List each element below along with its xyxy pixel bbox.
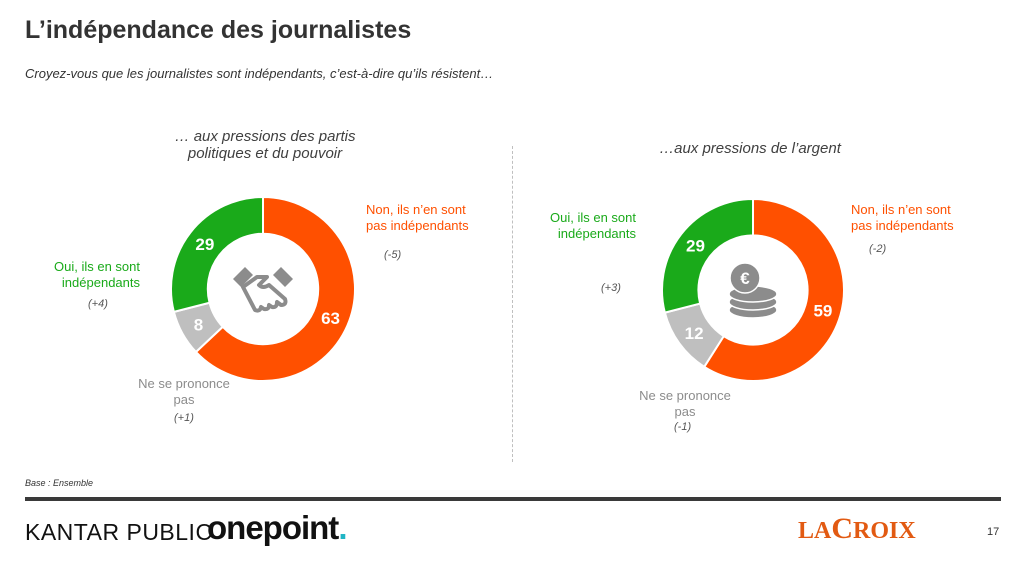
chart-2-slice-yes: [661, 198, 754, 314]
chart-1-value-no: 63: [321, 309, 340, 328]
chart-1-slice-yes: [170, 196, 264, 314]
onepoint-logo: onepoint.: [207, 509, 348, 547]
chart-1-slice-no: [194, 196, 356, 382]
footer-rule: [25, 497, 1001, 501]
chart-2-yes-label: Oui, ils en sont indépendants: [550, 210, 636, 241]
chart-2-donut: 59 12 29 €: [661, 198, 845, 382]
onepoint-logo-dot: .: [338, 509, 347, 546]
chart-2-value-na: 12: [685, 324, 704, 343]
chart-2-no-change: (-2): [869, 243, 887, 255]
chart-2-value-yes: 29: [686, 236, 705, 255]
euro-coins-icon: €: [728, 262, 778, 319]
chart-2-slice-no: [702, 198, 845, 382]
page-number: 17: [987, 526, 1000, 538]
chart-1-donut: 63 8 29: [170, 196, 356, 382]
chart-1-na-label: Ne se prononce pas: [138, 376, 230, 407]
chart-divider: [512, 146, 513, 462]
chart-1-title: … aux pressions des partis politiques et…: [174, 128, 356, 162]
onepoint-logo-text: onepoint: [207, 509, 339, 546]
chart-1-value-na: 8: [194, 315, 203, 334]
chart-1-no-label: Non, ils n’en sont pas indépendants: [366, 202, 469, 233]
la-croix-logo: LACROIX: [798, 512, 928, 551]
chart-2-title: …aux pressions de l’argent: [659, 140, 841, 157]
chart-2-na-label: Ne se prononce pas: [639, 388, 731, 419]
chart-1-no-change: (-5): [384, 249, 402, 261]
chart-2-no-label: Non, ils n’en sont pas indépendants: [851, 202, 954, 233]
chart-1-yes-label: Oui, ils en sont indépendants: [54, 259, 140, 290]
chart-1-na-change: (+1): [174, 412, 194, 424]
base-note: Base : Ensemble: [25, 478, 94, 488]
svg-text:€: €: [740, 269, 750, 288]
svg-text:LACROIX: LACROIX: [798, 514, 916, 544]
chart-2-value-no: 59: [813, 301, 832, 320]
page-title: L’indépendance des journalistes: [25, 16, 412, 44]
chart-2-yes-change: (+3): [601, 282, 621, 294]
chart-2-na-change: (-1): [674, 421, 692, 433]
kantar-public-logo: KANTAR PUBLIC: [25, 519, 213, 545]
chart-1-value-yes: 29: [195, 235, 214, 254]
question-subtitle: Croyez-vous que les journalistes sont in…: [25, 66, 494, 81]
chart-1-yes-change: (+4): [88, 298, 108, 310]
handshake-icon: [233, 267, 293, 313]
